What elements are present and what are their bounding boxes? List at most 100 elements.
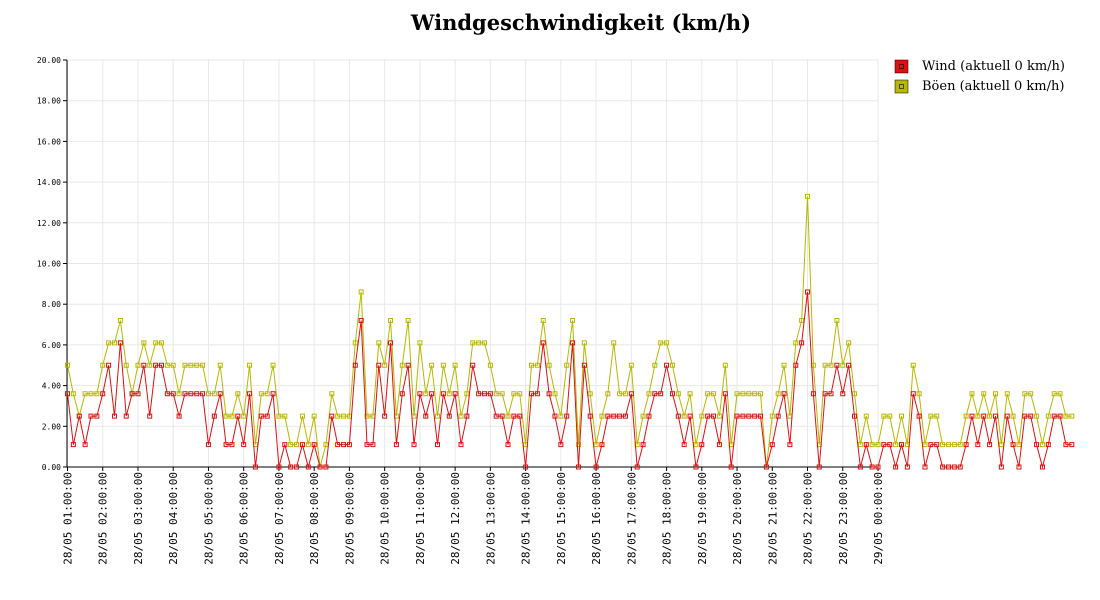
data-point	[364, 442, 370, 448]
data-point	[123, 413, 129, 419]
grid-layer	[66, 59, 879, 468]
data-point	[1028, 391, 1034, 397]
data-point	[951, 442, 957, 448]
data-point	[898, 413, 904, 419]
data-point	[1063, 413, 1069, 419]
data-point	[435, 413, 441, 419]
legend-label-gusts: Böen (aktuell 0 km/h)	[922, 79, 1064, 94]
data-point	[834, 317, 840, 323]
data-point	[276, 413, 282, 419]
x-tick-label: 28/05 16:00:00	[590, 472, 603, 565]
data-point	[294, 442, 300, 448]
data-point	[840, 391, 846, 397]
data-point	[793, 362, 799, 368]
data-point	[405, 362, 411, 368]
data-point	[881, 442, 887, 448]
data-point	[869, 464, 875, 470]
data-point	[669, 391, 675, 397]
data-point	[452, 391, 458, 397]
data-point	[299, 442, 305, 448]
data-point	[170, 362, 176, 368]
data-point	[852, 391, 858, 397]
data-point	[934, 442, 940, 448]
data-point	[182, 391, 188, 397]
data-point	[781, 391, 787, 397]
data-point	[88, 391, 94, 397]
data-point	[252, 464, 258, 470]
data-point	[1057, 413, 1063, 419]
data-point	[552, 413, 558, 419]
data-point	[217, 362, 223, 368]
x-tick-label: 28/05 22:00:00	[802, 472, 815, 565]
data-point	[957, 442, 963, 448]
data-point	[235, 413, 241, 419]
data-point	[88, 413, 94, 419]
data-point	[799, 317, 805, 323]
data-point	[417, 340, 423, 346]
data-point	[411, 442, 417, 448]
series-line	[67, 196, 1072, 468]
data-point	[440, 362, 446, 368]
data-point	[758, 391, 764, 397]
data-point	[446, 413, 452, 419]
data-point	[147, 362, 153, 368]
data-point	[511, 413, 517, 419]
data-point	[170, 391, 176, 397]
x-tick-label: 28/05 21:00:00	[766, 472, 779, 565]
data-point	[681, 413, 687, 419]
data-point	[558, 442, 564, 448]
data-point	[987, 442, 993, 448]
x-tick-label: 28/05 02:00:00	[97, 472, 110, 565]
data-point	[558, 413, 564, 419]
data-point	[940, 464, 946, 470]
data-point	[564, 413, 570, 419]
data-point	[323, 442, 329, 448]
data-point	[893, 442, 899, 448]
data-point	[822, 391, 828, 397]
data-point	[587, 391, 593, 397]
data-point	[182, 362, 188, 368]
data-point	[975, 413, 981, 419]
data-point	[910, 362, 916, 368]
data-point	[693, 464, 699, 470]
series-layer	[65, 193, 1075, 470]
x-tick-label: 28/05 13:00:00	[484, 472, 497, 565]
x-tick-label: 28/05 05:00:00	[202, 472, 215, 565]
data-point	[423, 391, 429, 397]
data-point	[270, 362, 276, 368]
data-point	[70, 442, 76, 448]
data-point	[646, 391, 652, 397]
data-point	[981, 391, 987, 397]
data-point	[470, 362, 476, 368]
data-point	[1016, 442, 1022, 448]
data-point	[863, 413, 869, 419]
data-point	[435, 442, 441, 448]
data-point	[787, 442, 793, 448]
data-point	[258, 413, 264, 419]
y-tick-label: 8.00	[42, 300, 61, 309]
data-point	[346, 442, 352, 448]
data-point	[446, 391, 452, 397]
data-point	[775, 413, 781, 419]
data-point	[341, 413, 347, 419]
data-point	[499, 391, 505, 397]
data-point	[458, 442, 464, 448]
data-point	[211, 391, 217, 397]
data-point	[487, 391, 493, 397]
data-point	[1004, 391, 1010, 397]
y-tick-label: 20.00	[37, 56, 61, 65]
data-point	[587, 413, 593, 419]
x-tick-label: 28/05 11:00:00	[414, 472, 427, 565]
data-point	[329, 413, 335, 419]
data-point	[147, 413, 153, 419]
data-point	[945, 464, 951, 470]
series-wind	[65, 289, 1075, 470]
data-point	[640, 413, 646, 419]
data-point	[323, 464, 329, 470]
x-tick-label: 28/05 23:00:00	[837, 472, 850, 565]
data-point	[534, 362, 540, 368]
y-tick-label: 2.00	[42, 422, 61, 431]
data-point	[1069, 413, 1075, 419]
data-point	[1051, 391, 1057, 397]
data-point	[581, 340, 587, 346]
